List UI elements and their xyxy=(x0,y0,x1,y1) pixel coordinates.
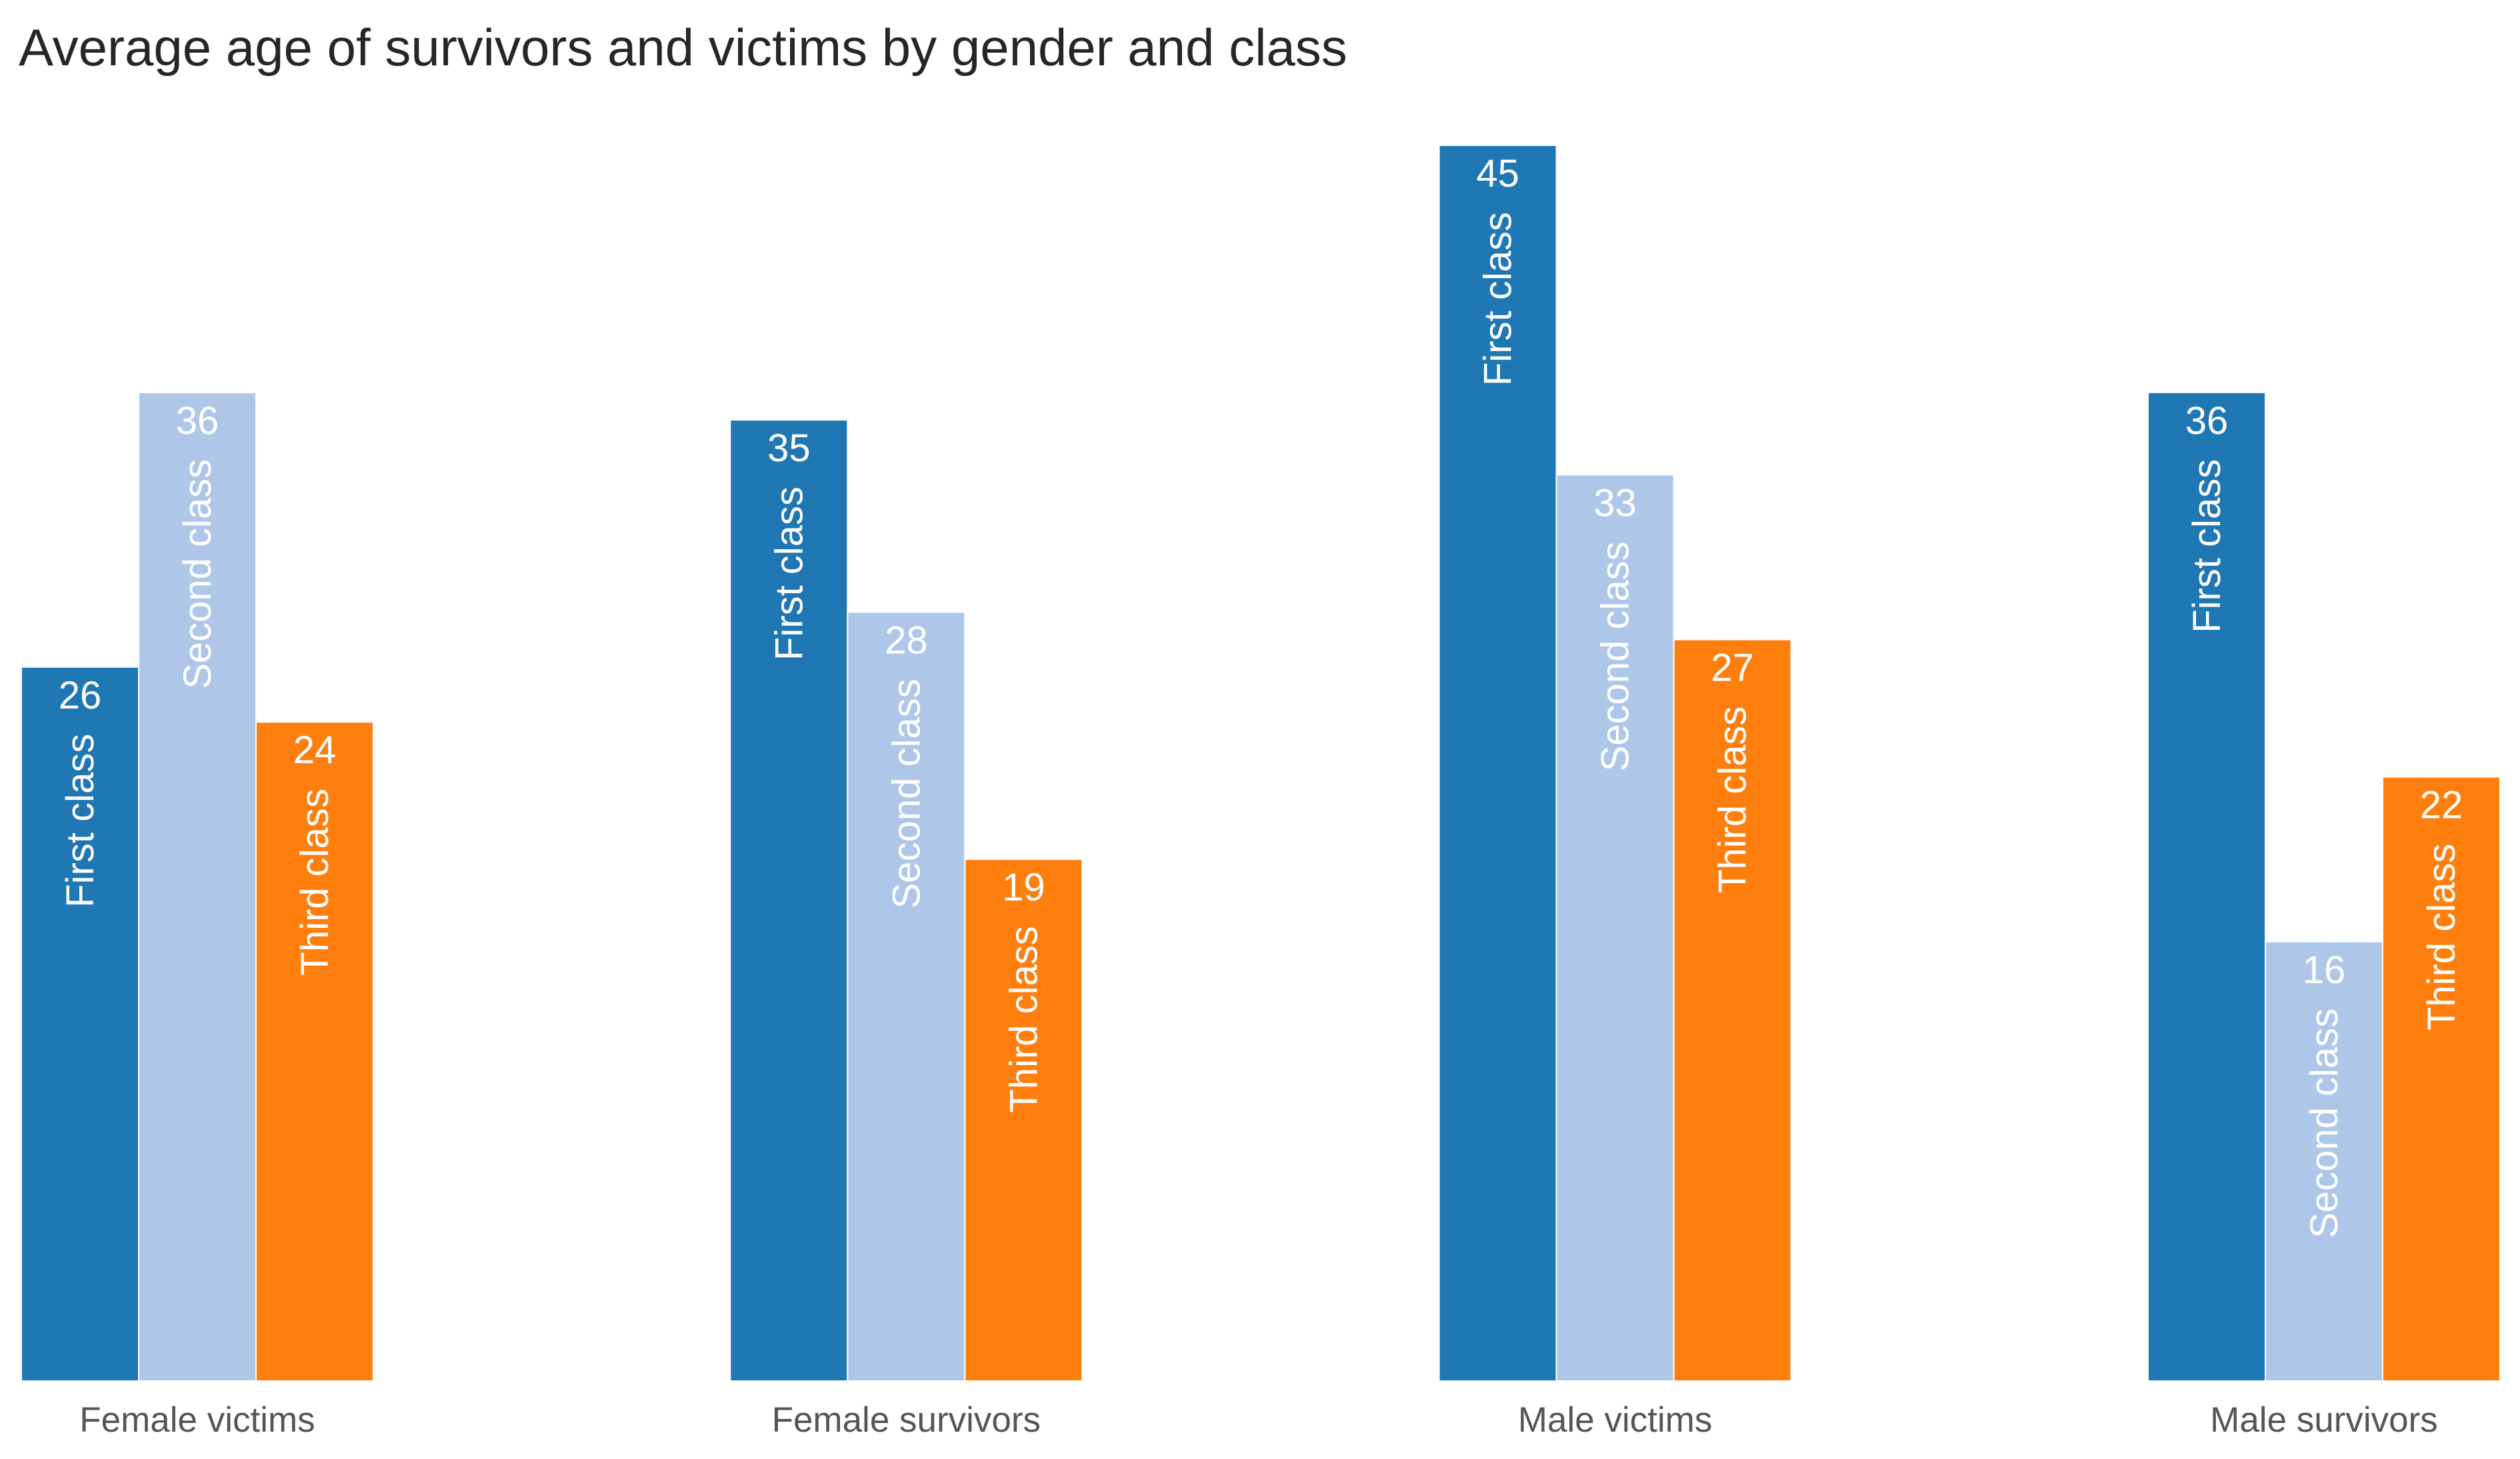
value-label: 35 xyxy=(767,427,811,470)
bar xyxy=(1555,474,1675,1382)
series-label: Second class xyxy=(2303,1008,2346,1238)
series-label: Second class xyxy=(176,459,219,689)
category-label: Female victims xyxy=(79,1400,315,1440)
series-label: Second class xyxy=(885,679,928,908)
bar xyxy=(255,721,374,1382)
bar xyxy=(21,666,139,1382)
value-label: 36 xyxy=(2185,399,2229,443)
value-label: 45 xyxy=(1476,152,1519,195)
series-label: First class xyxy=(1477,212,1520,386)
labels-group: 26 First class 36 Second class 24 Third class… xyxy=(59,152,2463,1238)
value-label: 28 xyxy=(885,619,928,662)
value-label: 22 xyxy=(2420,784,2463,827)
category-label: Male victims xyxy=(1518,1400,1713,1440)
series-label: Third class xyxy=(1711,707,1755,893)
bar xyxy=(1438,145,1557,1382)
bar xyxy=(964,858,1083,1382)
value-label: 19 xyxy=(1002,866,1045,909)
value-label: 36 xyxy=(176,399,219,443)
bars-group xyxy=(21,145,2501,1382)
bar xyxy=(847,611,966,1382)
category-labels-group: Female victims Female survivors Male victi… xyxy=(79,1400,2438,1440)
value-label: 27 xyxy=(1711,647,1754,690)
category-label: Male survivors xyxy=(2210,1400,2438,1440)
series-label: Second class xyxy=(1594,541,1637,771)
value-label: 24 xyxy=(293,729,337,772)
value-label: 16 xyxy=(2303,948,2346,992)
series-label: Third class xyxy=(293,788,337,975)
series-label: First class xyxy=(767,487,811,661)
bar xyxy=(138,391,257,1382)
category-label: Female survivors xyxy=(772,1400,1041,1440)
bar xyxy=(1673,639,1792,1382)
chart-title: Average age of survivors and victims by … xyxy=(19,18,1347,77)
bar xyxy=(2382,776,2501,1382)
series-label: First class xyxy=(59,734,102,908)
bar xyxy=(2147,391,2266,1382)
series-label: Third class xyxy=(1002,926,1045,1112)
series-label: Third class xyxy=(2420,844,2463,1030)
value-label: 26 xyxy=(59,674,102,717)
value-label: 33 xyxy=(1593,481,1637,525)
bar xyxy=(729,419,849,1382)
series-label: First class xyxy=(2185,459,2229,633)
